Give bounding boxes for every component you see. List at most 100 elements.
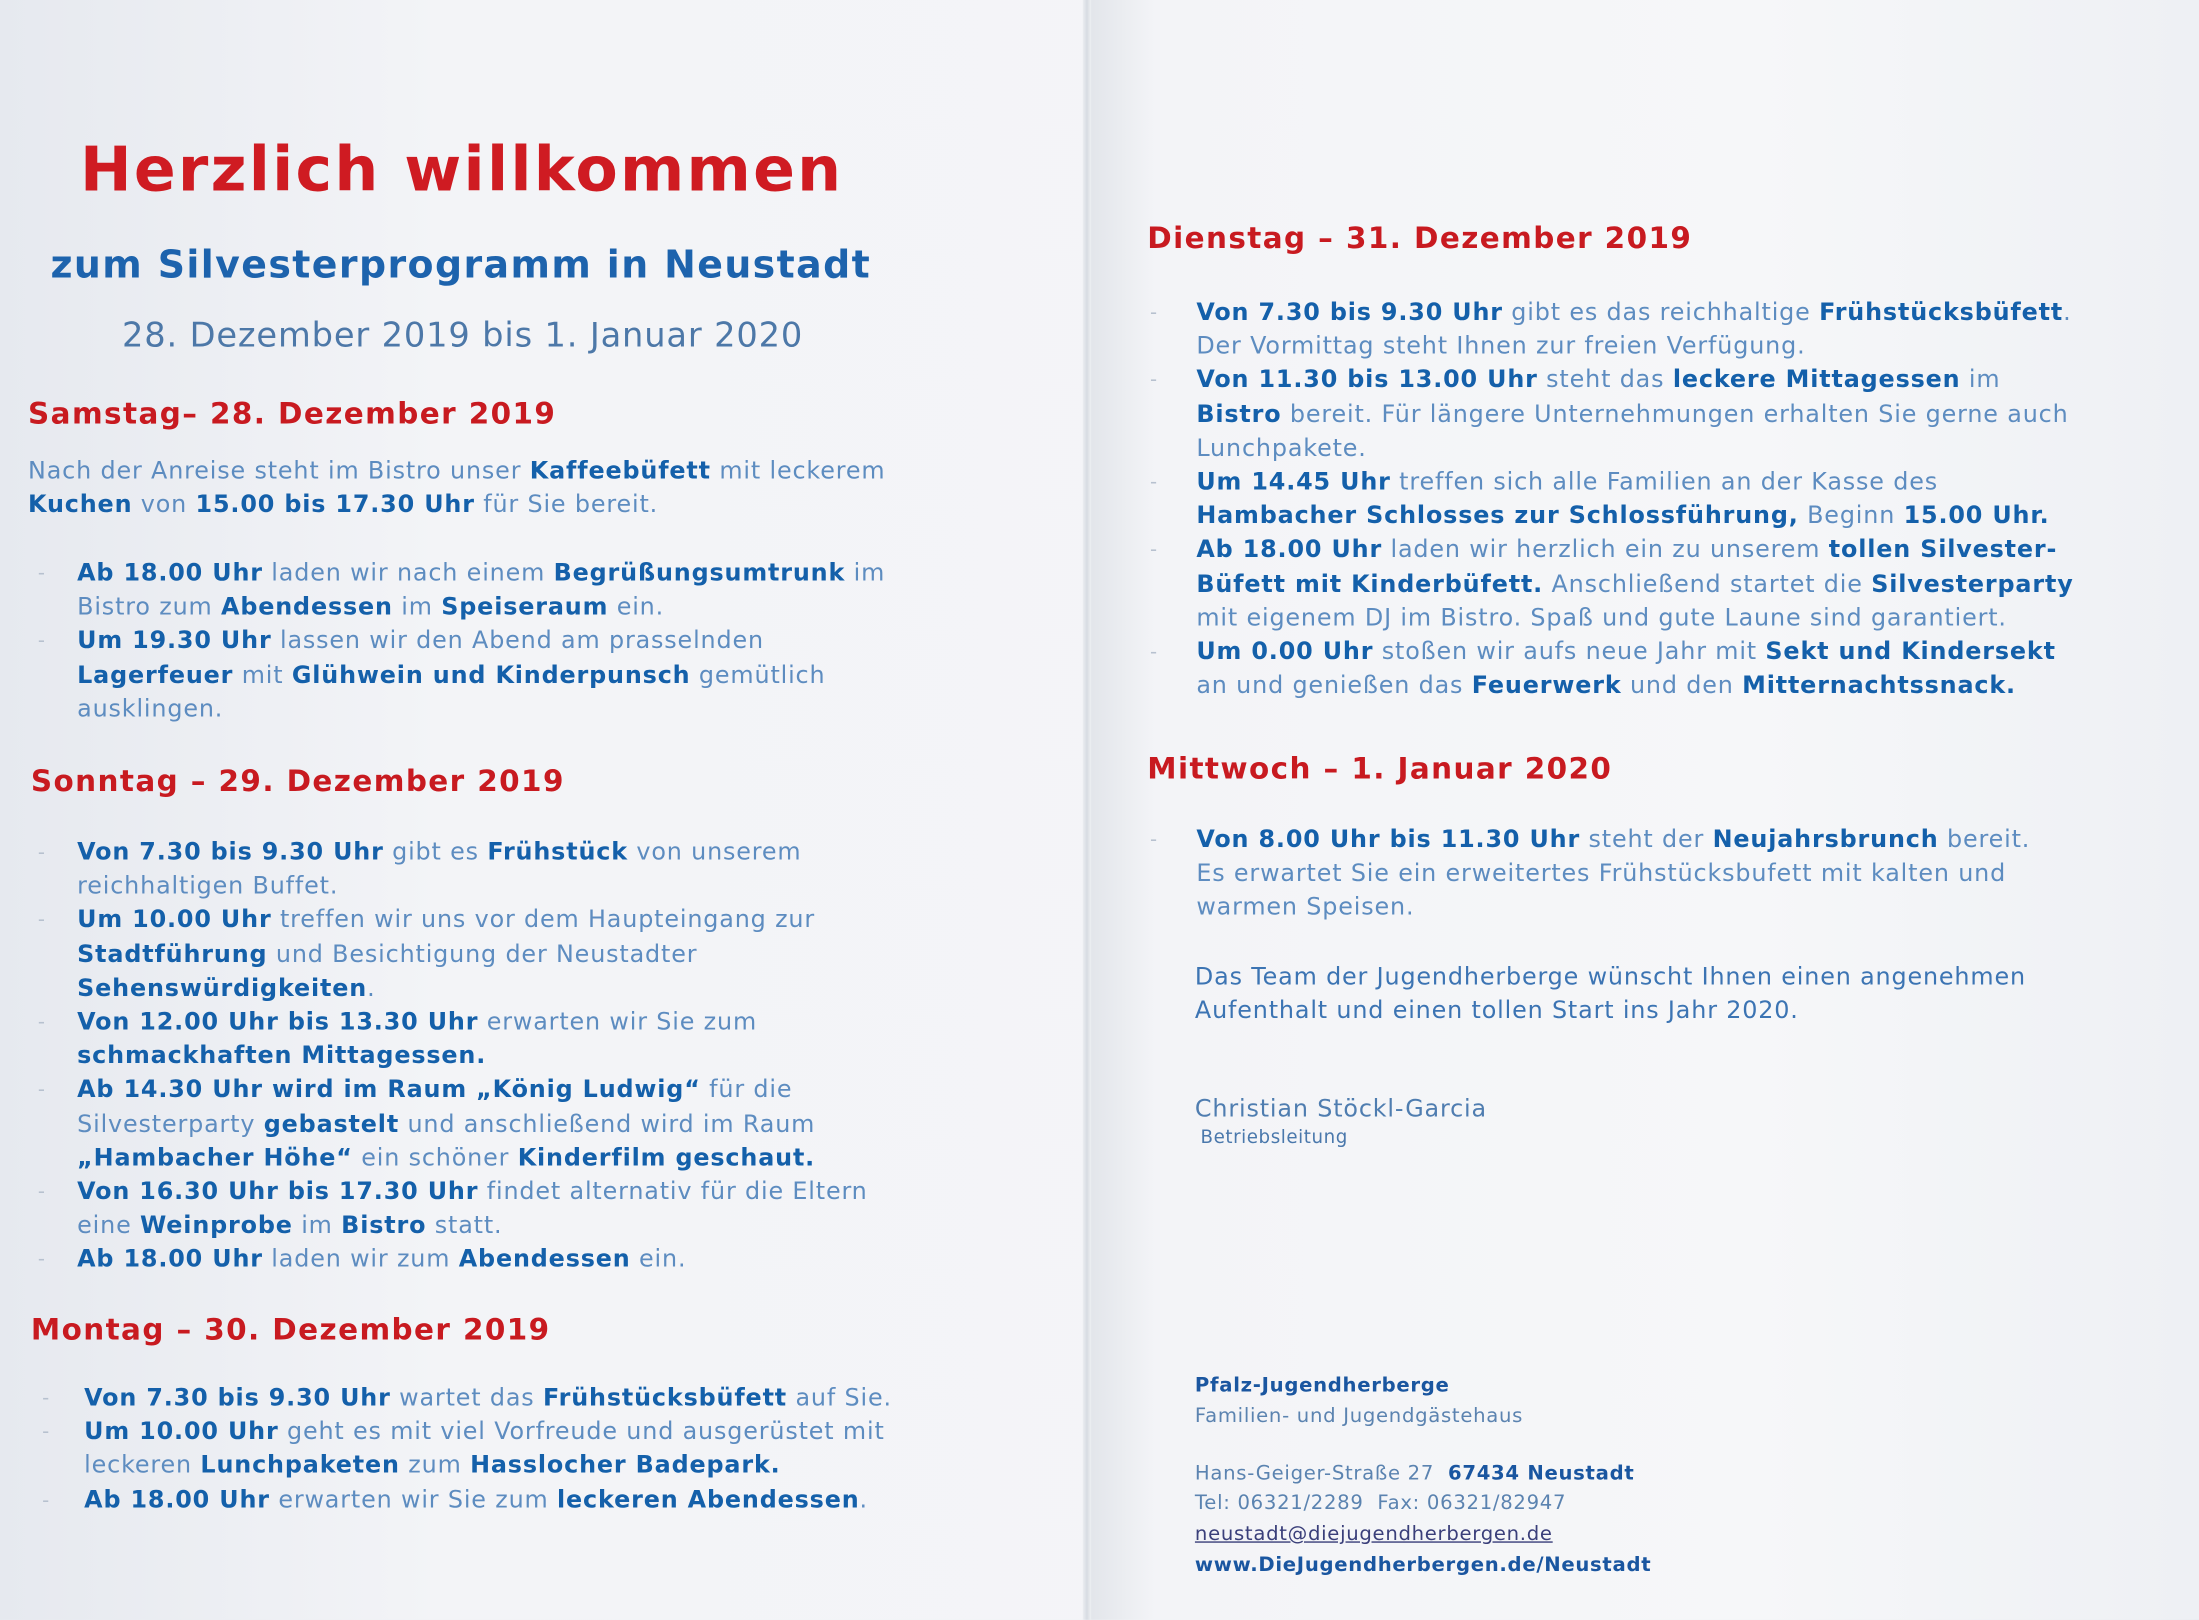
highlighted-text: Von 11.30 bis 13.00 Uhr <box>1196 366 1538 395</box>
text-segment: Nach der Anreise steht im Bistro unser <box>28 457 530 486</box>
schedule-line: Um 0.00 Uhr stoßen wir aufs neue Jahr mi… <box>1196 635 2056 669</box>
footer-name: Pfalz-Jugendherberge <box>1194 1374 1450 1397</box>
highlighted-text: Um 19.30 Uhr <box>77 627 272 656</box>
schedule-line: Stadtführung und Besichtigung der Neusta… <box>77 938 697 972</box>
footer-email-link[interactable]: neustadt@diejugendherbergen.de <box>1194 1523 1553 1546</box>
highlighted-text: Um 14.45 Uhr <box>1196 468 1391 497</box>
text-segment: treffen sich alle Familien an der Kasse … <box>1390 468 1938 497</box>
bullet-marker: - <box>1150 640 1158 664</box>
text-segment: im <box>292 1212 342 1241</box>
schedule-line: an und genießen das Feuerwerk und den Mi… <box>1196 669 2016 703</box>
schedule-line: Lagerfeuer mit Glühwein und Kinderpunsch… <box>77 659 825 693</box>
text-segment: findet alternativ für die Eltern <box>478 1178 868 1207</box>
highlighted-text: Von 7.30 bis 9.30 Uhr <box>77 838 384 867</box>
highlighted-text: Kaffeebüfett <box>529 457 711 486</box>
footer-address: Hans-Geiger-Straße 27 67434 Neustadt <box>1195 1459 1635 1490</box>
text-segment: mit <box>233 661 292 690</box>
text-segment: laden wir nach einem <box>262 559 554 588</box>
text-segment: für Sie bereit. <box>474 491 659 520</box>
bullet-marker: - <box>1150 471 1158 494</box>
highlighted-text: Ab 18.00 Uhr <box>1196 536 1383 565</box>
schedule-line: „Hambacher Höhe“ ein schöner Kinderfilm … <box>77 1141 815 1175</box>
text-segment: gibt es <box>383 838 488 867</box>
bullet-marker: - <box>42 1488 50 1512</box>
highlighted-text: Neujahrsbrunch <box>1712 826 1939 855</box>
highlighted-text: Ab 14.30 Uhr wird im Raum „König Ludwig“ <box>77 1076 701 1105</box>
text-segment: . <box>859 1486 868 1515</box>
text-segment: gibt es das reichhaltige <box>1502 298 1820 327</box>
highlighted-text: leckeren Abendessen <box>557 1486 860 1515</box>
text-segment: für die <box>700 1076 793 1105</box>
schedule-line: Von 11.30 bis 13.00 Uhr steht das lecker… <box>1196 364 2000 398</box>
day-heading: Sonntag – 29. Dezember 2019 <box>30 764 565 799</box>
page-subtitle: zum Silvesterprogramm in Neustadt <box>50 244 872 288</box>
text-segment: stoßen wir aufs neue Jahr mit <box>1373 638 1766 667</box>
schedule-line: Von 7.30 bis 9.30 Uhr gibt es das reichh… <box>1196 296 2071 330</box>
text-segment: ausklingen. <box>77 695 224 724</box>
bullet-marker: - <box>37 1011 45 1034</box>
text-segment: zum <box>399 1452 471 1481</box>
highlighted-text: 15.00 bis 17.30 Uhr <box>195 491 475 520</box>
text-segment: mit leckerem <box>710 457 886 486</box>
schedule-line: Von 7.30 bis 9.30 Uhr gibt es Frühstück … <box>77 836 801 870</box>
text-segment: ein schöner <box>352 1144 518 1173</box>
page-fold <box>1082 0 1092 1620</box>
highlighted-text: Feuerwerk <box>1471 672 1622 701</box>
highlighted-text: leckere Mittagessen <box>1672 366 1961 395</box>
signature-title: Betriebsleitung <box>1200 1127 1348 1149</box>
bullet-marker: - <box>37 909 45 932</box>
day-heading: Samstag– 28. Dezember 2019 <box>28 396 557 431</box>
bullet-marker: - <box>37 1079 45 1102</box>
text-segment: Silvesterparty <box>77 1110 264 1139</box>
highlighted-text: Hasslocher Badepark. <box>470 1452 781 1481</box>
text-segment: leckeren <box>84 1452 201 1481</box>
schedule-line: Um 10.00 Uhr treffen wir uns vor dem Hau… <box>77 904 815 938</box>
text-segment: im <box>392 593 442 622</box>
highlighted-text: Ab 18.00 Uhr <box>77 1245 263 1275</box>
schedule-line: Der Vormittag steht Ihnen zur freien Ver… <box>1196 330 1805 364</box>
highlighted-text: Begrüßungsumtrunk <box>553 559 846 588</box>
schedule-line: Bistro zum Abendessen im Speiseraum ein. <box>77 591 664 625</box>
highlighted-text: Mitternachtssnack. <box>1742 672 2016 701</box>
highlighted-text: Büfett mit Kinderbüfett. <box>1196 570 1544 599</box>
signature-name: Christian Stöckl-Garcia <box>1194 1095 1487 1124</box>
schedule-line: Es erwartet Sie ein erweitertes Frühstüc… <box>1196 857 2006 891</box>
schedule-line: Ab 18.00 Uhr laden wir zum Abendessen ei… <box>77 1243 686 1277</box>
text-segment: ein. <box>608 593 665 622</box>
text-segment: reichhaltigen Buffet. <box>77 872 339 901</box>
bullet-marker: - <box>37 1180 45 1204</box>
highlighted-text: 15.00 Uhr. <box>1903 502 2050 531</box>
schedule-line: eine Weinprobe im Bistro statt. <box>77 1209 502 1243</box>
schedule-line: Silvesterparty gebastelt und anschließen… <box>77 1107 815 1141</box>
schedule-line: Nach der Anreise steht im Bistro unser K… <box>28 454 885 488</box>
schedule-line: Hambacher Schlosses zur Schlossführung, … <box>1196 500 2049 534</box>
footer-website-link[interactable]: www.DieJugendherbergen.de/Neustadt <box>1194 1553 1652 1577</box>
closing-line: Das Team der Jugendherberge wünscht Ihne… <box>1194 963 2026 992</box>
highlighted-text: gebastelt <box>263 1110 400 1139</box>
schedule-line: Büfett mit Kinderbüfett. Anschließend st… <box>1196 567 2073 601</box>
highlighted-text: Stadtführung <box>77 940 268 969</box>
text-segment: laden wir herzlich ein zu unserem <box>1382 536 1829 565</box>
schedule-line: Ab 18.00 Uhr laden wir nach einem Begrüß… <box>77 557 885 591</box>
text-segment: von <box>132 491 196 520</box>
schedule-line: Ab 18.00 Uhr laden wir herzlich ein zu u… <box>1196 533 2057 567</box>
highlighted-text: Frühstück <box>487 838 628 867</box>
footer-street: Hans-Geiger-Straße 27 <box>1194 1462 1435 1486</box>
schedule-line: Um 10.00 Uhr geht es mit viel Vorfreude … <box>84 1415 884 1449</box>
highlighted-text: Um 10.00 Uhr <box>77 906 272 935</box>
highlighted-text: schmackhaften Mittagessen. <box>77 1042 487 1071</box>
text-segment: Beginn <box>1798 502 1904 531</box>
day-heading: Mittwoch – 1. Januar 2020 <box>1147 751 1613 786</box>
highlighted-text: Abendessen <box>458 1245 631 1275</box>
schedule-line: Von 8.00 Uhr bis 11.30 Uhr steht der Neu… <box>1196 823 2030 857</box>
schedule-line: ausklingen. <box>77 693 223 727</box>
text-segment: Der Vormittag steht Ihnen zur freien Ver… <box>1196 332 1806 361</box>
bullet-marker: - <box>1150 301 1158 324</box>
bullet-marker: - <box>37 630 45 653</box>
schedule-line: Von 12.00 Uhr bis 13.30 Uhr erwarten wir… <box>77 1006 757 1040</box>
footer-subtitle: Familien- und Jugendgästehaus <box>1194 1405 1524 1428</box>
highlighted-text: Von 16.30 Uhr bis 17.30 Uhr <box>77 1178 479 1207</box>
footer-city: 67434 Neustadt <box>1447 1462 1635 1486</box>
highlighted-text: Lagerfeuer <box>77 661 234 690</box>
text-segment: mit eigenem DJ im Bistro. Spaß und gute … <box>1196 604 2007 633</box>
